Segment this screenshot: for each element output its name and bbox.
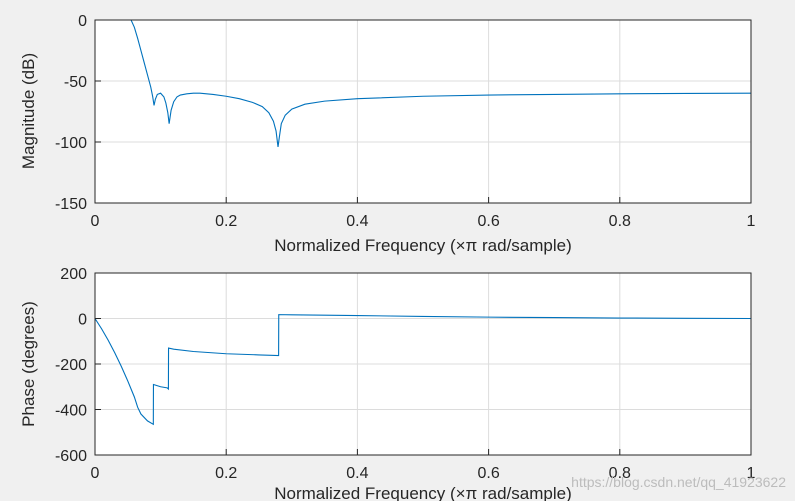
magnitude-axes-frame (94, 19, 752, 204)
magnitude-plot-area (94, 19, 752, 204)
magnitude-series-line (95, 19, 752, 147)
phase-axes[interactable]: 0 0.2 0.4 0.6 0.8 1 200 0 -200 -400 -600 Normalize… (19, 266, 756, 501)
magnitude-ylabel: Magnitude (dB) (19, 53, 38, 169)
phase-series (94, 314, 752, 426)
magnitude-xtick-label: 1 (747, 213, 756, 230)
phase-ytick-label: -200 (55, 357, 87, 374)
magnitude-xtick-label: 0.2 (215, 213, 237, 230)
magnitude-xlabel: Normalized Frequency (×π rad/sample) (274, 236, 572, 255)
phase-ticks: 0 0.2 0.4 0.6 0.8 1 200 0 -200 -400 -600 (55, 266, 756, 482)
magnitude-xtick-label: 0.8 (609, 213, 631, 230)
phase-grid (95, 273, 751, 455)
magnitude-ytick-label: -150 (55, 196, 87, 213)
phase-axes-frame (94, 272, 752, 456)
phase-xtick-label: 0.6 (477, 465, 499, 482)
phase-ytick-label: 0 (78, 312, 87, 329)
watermark-text: https://blog.csdn.net/qq_41923622 (571, 474, 786, 490)
phase-ytick-label: -400 (55, 403, 87, 420)
phase-xtick-label: 1 (747, 465, 756, 482)
phase-ytick-label: -600 (55, 448, 87, 465)
magnitude-xtick-label: 0.6 (477, 213, 499, 230)
phase-xlabel: Normalized Frequency (×π rad/sample) (274, 484, 572, 501)
magnitude-grid (95, 20, 751, 203)
magnitude-ticks: 0 0.2 0.4 0.6 0.8 1 0 -50 -100 -150 (55, 13, 756, 230)
magnitude-ytick-label: -100 (55, 135, 87, 152)
magnitude-ytick-label: -50 (64, 74, 87, 91)
magnitude-xtick-label: 0 (91, 213, 100, 230)
phase-xtick-label: 0.8 (609, 465, 631, 482)
phase-ytick-label: 200 (60, 266, 87, 283)
magnitude-ytick-label: 0 (78, 13, 87, 30)
phase-xtick-label: 0 (91, 465, 100, 482)
phase-xtick-label: 0.4 (346, 465, 368, 482)
magnitude-xtick-label: 0.4 (346, 213, 368, 230)
phase-ylabel: Phase (degrees) (19, 301, 38, 427)
phase-xtick-label: 0.2 (215, 465, 237, 482)
magnitude-axes[interactable]: 0 0.2 0.4 0.6 0.8 1 0 -50 -100 -150 Normalized Fr… (19, 13, 756, 255)
phase-series-line (94, 314, 752, 426)
magnitude-series (95, 19, 752, 147)
